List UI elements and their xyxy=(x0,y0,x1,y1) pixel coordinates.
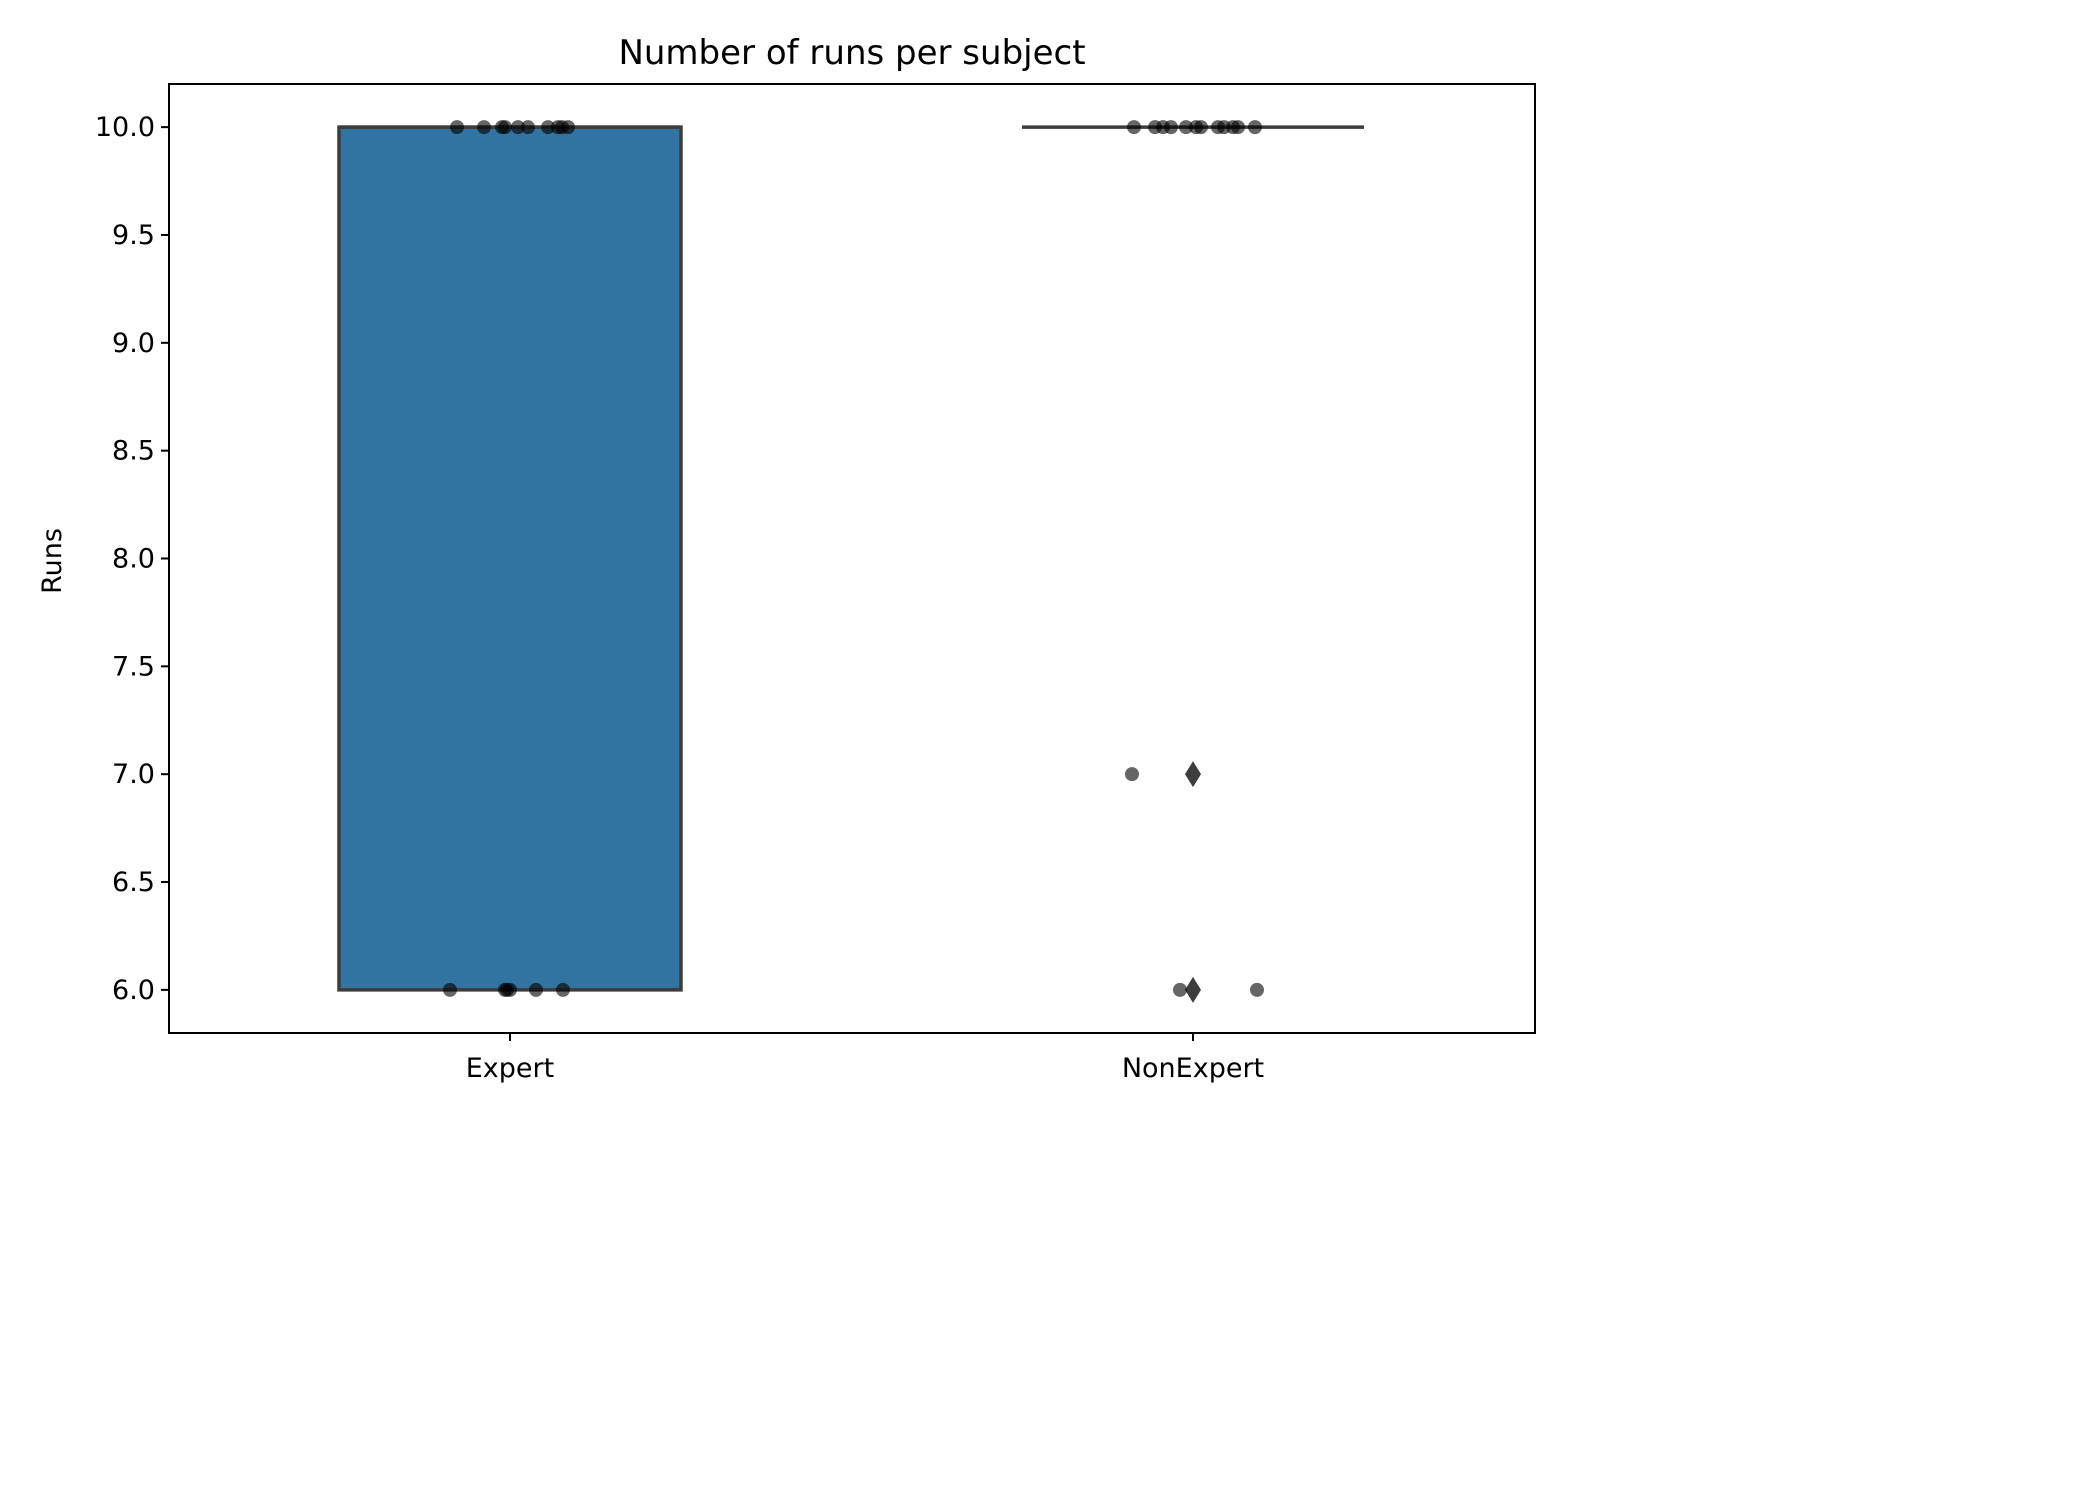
data-point xyxy=(1248,120,1262,135)
y-tick-label: 7.5 xyxy=(112,651,155,682)
data-point xyxy=(556,982,570,997)
data-point xyxy=(503,982,517,997)
chart-title: Number of runs per subject xyxy=(618,33,1085,73)
y-tick-label: 6.0 xyxy=(112,975,155,1006)
data-point xyxy=(450,120,464,135)
data-point xyxy=(1164,120,1178,135)
y-tick-label: 9.0 xyxy=(112,328,155,359)
data-point xyxy=(1127,120,1141,135)
y-tick-label: 7.0 xyxy=(112,759,155,790)
y-tick-label: 10.0 xyxy=(95,112,155,143)
y-tick-label: 9.5 xyxy=(112,220,155,251)
data-point xyxy=(1125,767,1139,782)
data-point xyxy=(1173,982,1187,997)
data-point xyxy=(561,120,575,135)
data-point xyxy=(1194,120,1208,135)
box-plot-chart: Number of runs per subject Runs 6.0 6.5 7.… xyxy=(37,33,1536,1084)
y-tick-label: 8.5 xyxy=(112,436,155,467)
x-tick-label: Expert xyxy=(466,1053,554,1084)
data-point xyxy=(529,982,543,997)
data-point xyxy=(1250,982,1264,997)
data-point xyxy=(1231,120,1245,135)
x-tick-label: NonExpert xyxy=(1122,1053,1264,1084)
data-point xyxy=(511,120,525,135)
chart: Number of runs per subject Runs 6.0 6.5 7.… xyxy=(37,33,1536,1084)
y-tick-label: 8.0 xyxy=(112,544,155,575)
data-point xyxy=(521,120,535,135)
y-axis-label: Runs xyxy=(37,528,68,594)
data-point xyxy=(541,120,555,135)
outlier-marker xyxy=(1185,976,1201,1003)
plot-area: 6.0 6.5 7.0 7.5 8.0 8.5 9.0 9.5 10.0 Expert NonExp… xyxy=(95,83,1536,1084)
data-point xyxy=(498,120,512,135)
data-point xyxy=(1179,120,1193,135)
outlier-marker xyxy=(1185,761,1201,788)
box-expert xyxy=(337,125,683,992)
y-tick-label: 6.5 xyxy=(112,867,155,898)
data-point xyxy=(477,120,491,135)
data-point xyxy=(443,982,457,997)
